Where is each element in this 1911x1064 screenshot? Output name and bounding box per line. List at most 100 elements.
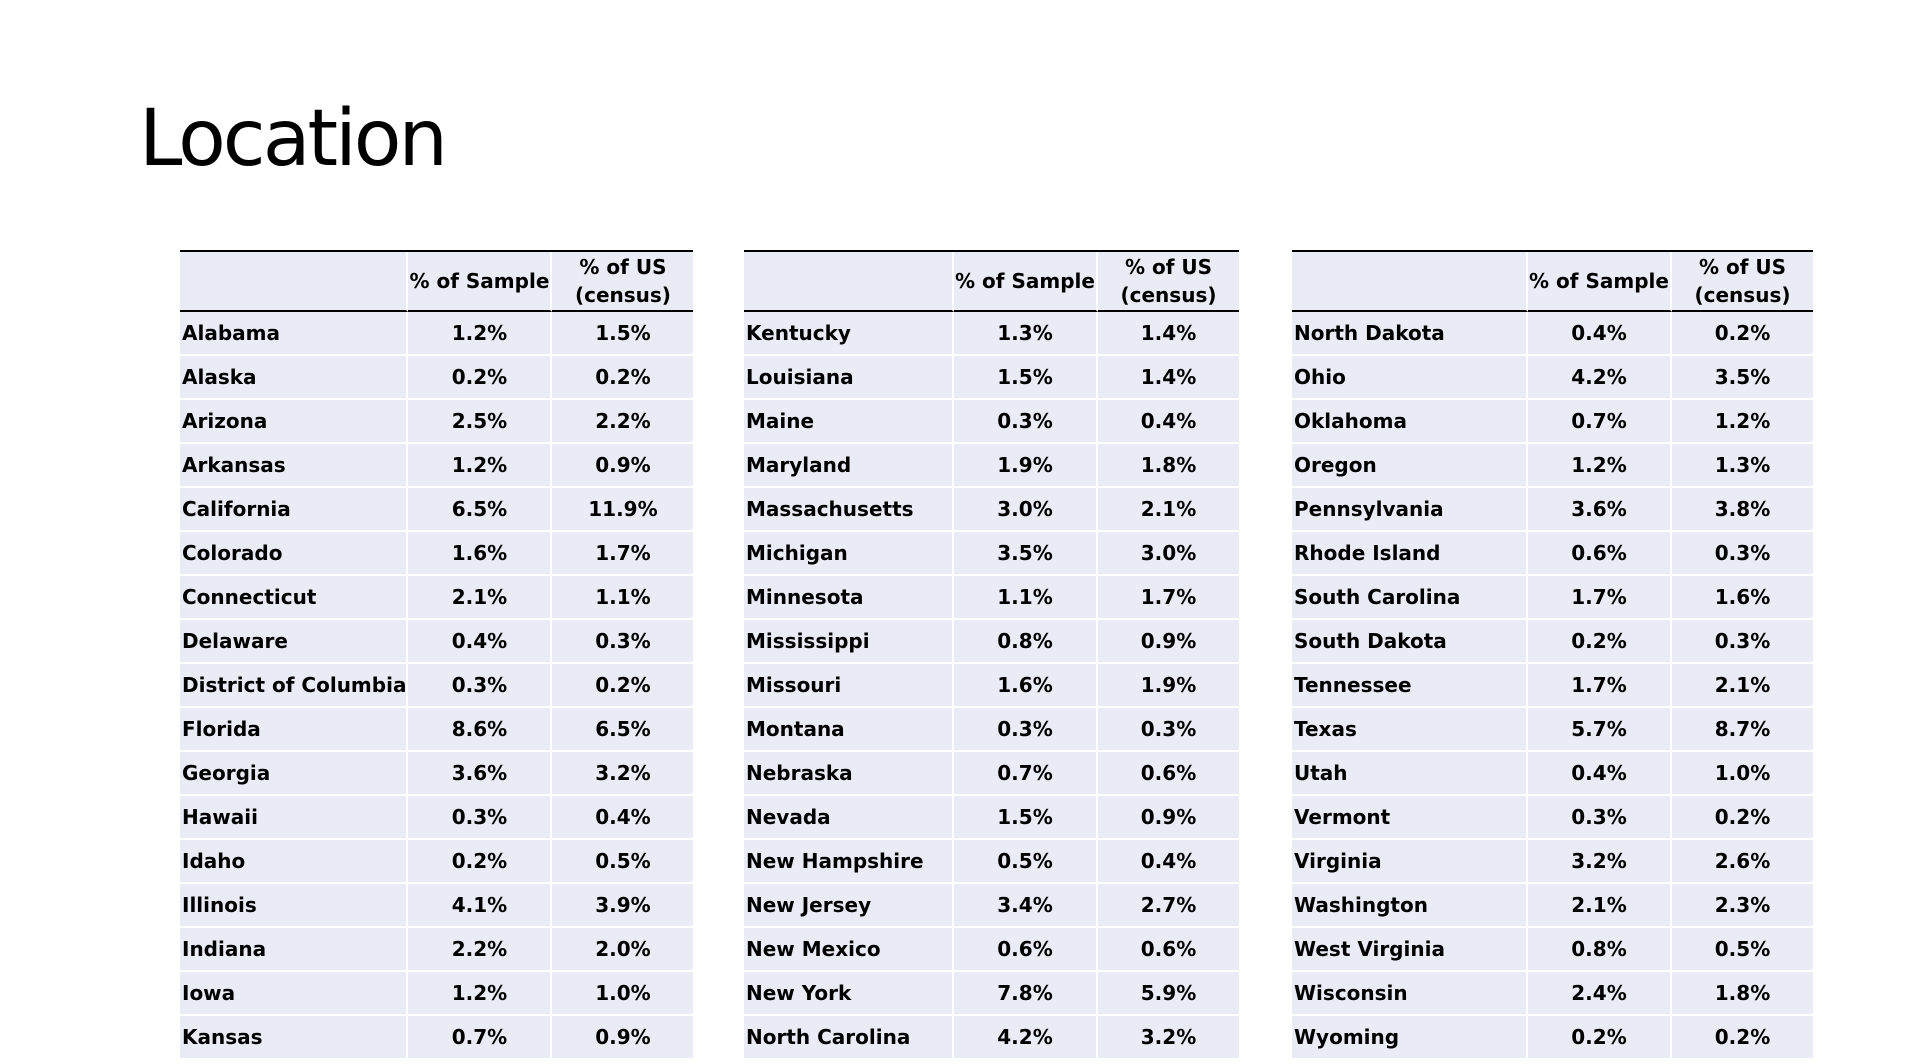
table-row: New Mexico 0.6% 0.6%: [744, 928, 1239, 972]
us-value-cell: 3.2%: [1098, 1016, 1239, 1060]
sample-value-cell: 1.6%: [408, 532, 553, 576]
us-value-cell: 0.2%: [1672, 312, 1813, 356]
state-cell: Colorado: [180, 532, 409, 576]
us-header-line2: (census): [1120, 283, 1217, 307]
sample-value-cell: 2.1%: [1528, 884, 1672, 928]
us-value-cell: 8.7%: [1672, 708, 1813, 752]
sample-value-cell: 2.5%: [408, 400, 553, 444]
table-row: Delaware 0.4% 0.3%: [180, 620, 694, 664]
state-cell: Tennessee: [1292, 664, 1528, 708]
state-cell: Minnesota: [744, 576, 954, 620]
table-row: Utah 0.4% 1.0%: [1292, 752, 1813, 796]
table-row: Tennessee 1.7% 2.1%: [1292, 664, 1813, 708]
table-row: Wyoming 0.2% 0.2%: [1292, 1016, 1813, 1060]
sample-value-cell: 1.2%: [408, 312, 553, 356]
table-row: Kentucky 1.3% 1.4%: [744, 312, 1239, 356]
sample-value-cell: 2.2%: [408, 928, 553, 972]
header-row: % of Sample % of US (census): [180, 252, 694, 312]
table-row: Vermont 0.3% 0.2%: [1292, 796, 1813, 840]
state-cell: Utah: [1292, 752, 1528, 796]
us-value-cell: 1.4%: [1098, 312, 1239, 356]
table-row: Alabama 1.2% 1.5%: [180, 312, 694, 356]
state-cell: Idaho: [180, 840, 409, 884]
state-cell: Louisiana: [744, 356, 954, 400]
sample-value-cell: 2.4%: [1528, 972, 1672, 1016]
state-column-header: [180, 252, 409, 312]
state-cell: New Hampshire: [744, 840, 954, 884]
table-row: Rhode Island 0.6% 0.3%: [1292, 532, 1813, 576]
us-header-line2: (census): [574, 283, 671, 307]
sample-value-cell: 0.2%: [408, 840, 553, 884]
table-row: North Carolina 4.2% 3.2%: [744, 1016, 1239, 1060]
us-value-cell: 0.4%: [1098, 400, 1239, 444]
table-row: District of Columbia 0.3% 0.2%: [180, 664, 694, 708]
sample-value-cell: 0.4%: [408, 620, 553, 664]
sample-value-cell: 3.5%: [954, 532, 1098, 576]
state-cell: Iowa: [180, 972, 409, 1016]
table-row: Connecticut 2.1% 1.1%: [180, 576, 694, 620]
sample-value-cell: 0.3%: [408, 796, 553, 840]
us-census-column-header: % of US (census): [1098, 252, 1239, 312]
us-value-cell: 0.9%: [1098, 620, 1239, 664]
state-cell: Indiana: [180, 928, 409, 972]
table-row: Maryland 1.9% 1.8%: [744, 444, 1239, 488]
state-cell: Connecticut: [180, 576, 409, 620]
us-value-cell: 0.3%: [552, 620, 694, 664]
table-row: South Carolina 1.7% 1.6%: [1292, 576, 1813, 620]
state-cell: Delaware: [180, 620, 409, 664]
state-cell: West Virginia: [1292, 928, 1528, 972]
table-row: New Jersey 3.4% 2.7%: [744, 884, 1239, 928]
state-cell: Alaska: [180, 356, 409, 400]
table-row: Florida 8.6% 6.5%: [180, 708, 694, 752]
state-cell: Pennsylvania: [1292, 488, 1528, 532]
table-row: Colorado 1.6% 1.7%: [180, 532, 694, 576]
table-row: Minnesota 1.1% 1.7%: [744, 576, 1239, 620]
sample-value-cell: 0.2%: [408, 356, 553, 400]
sample-value-cell: 1.3%: [954, 312, 1098, 356]
table-row: Arizona 2.5% 2.2%: [180, 400, 694, 444]
location-table-1: % of Sample % of US (census) Alabama 1.2%…: [180, 250, 694, 1060]
us-value-cell: 0.3%: [1672, 620, 1813, 664]
us-value-cell: 2.1%: [1672, 664, 1813, 708]
state-cell: Nebraska: [744, 752, 954, 796]
us-value-cell: 1.4%: [1098, 356, 1239, 400]
us-value-cell: 0.2%: [552, 356, 694, 400]
table-row: Michigan 3.5% 3.0%: [744, 532, 1239, 576]
us-census-column-header: % of US (census): [552, 252, 694, 312]
sample-value-cell: 0.3%: [408, 664, 553, 708]
us-value-cell: 1.9%: [1098, 664, 1239, 708]
us-value-cell: 1.2%: [1672, 400, 1813, 444]
state-cell: Washington: [1292, 884, 1528, 928]
us-header-line2: (census): [1694, 283, 1791, 307]
state-cell: District of Columbia: [180, 664, 409, 708]
state-cell: Kansas: [180, 1016, 409, 1060]
table-row: Idaho 0.2% 0.5%: [180, 840, 694, 884]
table-row: Louisiana 1.5% 1.4%: [744, 356, 1239, 400]
table-row: Virginia 3.2% 2.6%: [1292, 840, 1813, 884]
table-row: Illinois 4.1% 3.9%: [180, 884, 694, 928]
sample-value-cell: 1.2%: [1528, 444, 1672, 488]
state-cell: Maryland: [744, 444, 954, 488]
sample-value-cell: 3.4%: [954, 884, 1098, 928]
state-cell: Nevada: [744, 796, 954, 840]
table-row: Pennsylvania 3.6% 3.8%: [1292, 488, 1813, 532]
sample-value-cell: 0.4%: [1528, 752, 1672, 796]
sample-value-cell: 1.5%: [954, 796, 1098, 840]
header-row: % of Sample % of US (census): [1292, 252, 1813, 312]
table-row: Nebraska 0.7% 0.6%: [744, 752, 1239, 796]
us-value-cell: 0.9%: [1098, 796, 1239, 840]
us-value-cell: 1.7%: [552, 532, 694, 576]
table-row: Indiana 2.2% 2.0%: [180, 928, 694, 972]
us-value-cell: 2.3%: [1672, 884, 1813, 928]
us-value-cell: 5.9%: [1098, 972, 1239, 1016]
sample-value-cell: 0.7%: [408, 1016, 553, 1060]
state-cell: Hawaii: [180, 796, 409, 840]
us-value-cell: 2.1%: [1098, 488, 1239, 532]
us-value-cell: 0.9%: [552, 1016, 694, 1060]
us-value-cell: 3.9%: [552, 884, 694, 928]
table-row: Arkansas 1.2% 0.9%: [180, 444, 694, 488]
us-value-cell: 3.8%: [1672, 488, 1813, 532]
state-cell: Montana: [744, 708, 954, 752]
sample-value-cell: 6.5%: [408, 488, 553, 532]
us-value-cell: 3.0%: [1098, 532, 1239, 576]
